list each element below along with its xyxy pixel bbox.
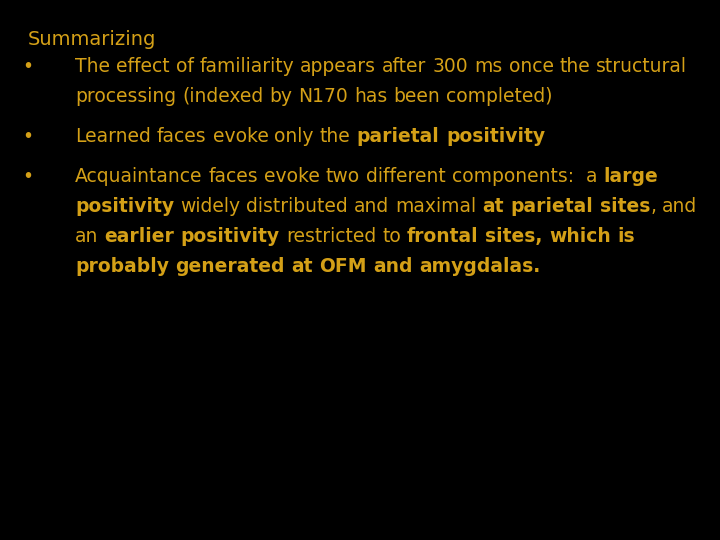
Text: faces: faces: [209, 167, 258, 186]
Text: completed): completed): [446, 87, 553, 106]
Text: an: an: [75, 227, 99, 246]
Text: frontal: frontal: [407, 227, 479, 246]
Text: probably: probably: [75, 257, 169, 276]
Text: positivity: positivity: [181, 227, 280, 246]
Text: different: different: [366, 167, 446, 186]
Text: processing: processing: [75, 87, 176, 106]
Text: components:: components:: [452, 167, 574, 186]
Text: Learned: Learned: [75, 127, 151, 146]
Text: two: two: [326, 167, 360, 186]
Text: maximal: maximal: [395, 197, 477, 216]
Text: ,: ,: [650, 197, 656, 216]
Text: amygdalas.: amygdalas.: [420, 257, 541, 276]
Text: restricted: restricted: [286, 227, 376, 246]
Text: parietal: parietal: [356, 127, 439, 146]
Text: earlier: earlier: [104, 227, 174, 246]
Text: and: and: [374, 257, 413, 276]
Text: a: a: [586, 167, 598, 186]
Text: only: only: [274, 127, 314, 146]
Text: the: the: [320, 127, 351, 146]
Text: effect: effect: [116, 57, 170, 76]
Text: once: once: [508, 57, 554, 76]
Text: widely: widely: [180, 197, 240, 216]
Text: positivity: positivity: [75, 197, 174, 216]
Text: sites: sites: [600, 197, 650, 216]
Text: and: and: [662, 197, 697, 216]
Text: N170: N170: [298, 87, 348, 106]
Text: familiarity: familiarity: [199, 57, 294, 76]
Text: 300: 300: [433, 57, 468, 76]
Text: by: by: [269, 87, 292, 106]
Text: •: •: [22, 167, 33, 186]
Text: The: The: [75, 57, 110, 76]
Text: •: •: [22, 57, 33, 76]
Text: structural: structural: [596, 57, 688, 76]
Text: Acquaintance: Acquaintance: [75, 167, 202, 186]
Text: after: after: [382, 57, 427, 76]
Text: the: the: [559, 57, 590, 76]
Text: of: of: [176, 57, 194, 76]
Text: positivity: positivity: [446, 127, 545, 146]
Text: (indexed: (indexed: [182, 87, 264, 106]
Text: at: at: [292, 257, 313, 276]
Text: generated: generated: [176, 257, 285, 276]
Text: OFM: OFM: [320, 257, 367, 276]
Text: evoke: evoke: [264, 167, 320, 186]
Text: appears: appears: [300, 57, 377, 76]
Text: has: has: [354, 87, 387, 106]
Text: and: and: [354, 197, 390, 216]
Text: parietal: parietal: [510, 197, 593, 216]
Text: ms: ms: [474, 57, 503, 76]
Text: Summarizing: Summarizing: [28, 30, 156, 49]
Text: which: which: [549, 227, 611, 246]
Text: distributed: distributed: [246, 197, 348, 216]
Text: faces: faces: [157, 127, 207, 146]
Text: to: to: [382, 227, 401, 246]
Text: evoke: evoke: [212, 127, 269, 146]
Text: is: is: [617, 227, 635, 246]
Text: •: •: [22, 127, 33, 146]
Text: large: large: [603, 167, 658, 186]
Text: sites,: sites,: [485, 227, 542, 246]
Text: at: at: [482, 197, 504, 216]
Text: been: been: [393, 87, 440, 106]
